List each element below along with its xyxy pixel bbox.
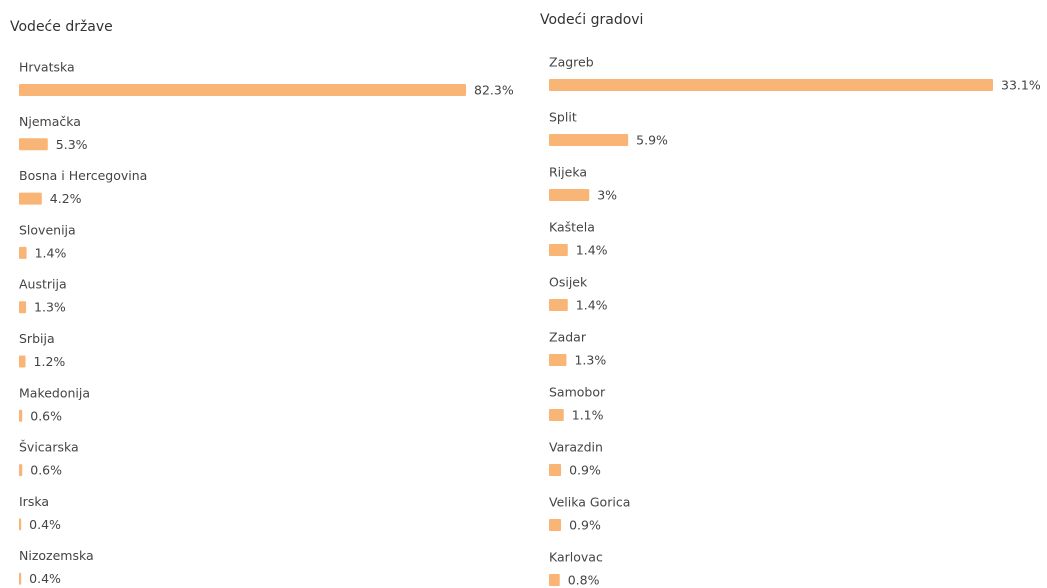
item-label: Zadar [549, 330, 587, 345]
bar [549, 299, 568, 311]
value-label: 0.9% [569, 518, 601, 533]
bar [19, 355, 26, 368]
item-label: Slovenija [19, 222, 76, 237]
bar [19, 246, 27, 259]
item-label: Kaštela [549, 220, 595, 235]
item-label: Split [549, 110, 577, 125]
value-label: 3% [597, 188, 617, 203]
bar [549, 464, 562, 476]
item-label: Austrija [19, 277, 67, 292]
item-label: Rijeka [549, 165, 587, 180]
item-label: Bosna i Hercegovina [19, 168, 147, 183]
bar [549, 354, 567, 366]
item-label: Osijek [549, 275, 588, 290]
item-label: Karlovac [549, 550, 603, 565]
value-label: 1.4% [576, 243, 608, 258]
value-label: 0.6% [30, 463, 62, 478]
value-label: 1.3% [34, 300, 66, 315]
bar [549, 79, 993, 91]
value-label: 0.4% [29, 517, 61, 532]
item-label: Makedonija [19, 385, 90, 400]
bar [549, 574, 560, 586]
chart-title: Vodeće države [10, 19, 113, 35]
value-label: 0.6% [30, 408, 62, 423]
bar [549, 134, 629, 146]
item-label: Njemačka [19, 114, 81, 129]
item-label: Irska [19, 494, 49, 509]
bar [19, 192, 42, 205]
item-label: Varazdin [549, 440, 603, 455]
bar [549, 409, 564, 421]
value-label: 82.3% [474, 83, 514, 98]
item-label: Nizozemska [19, 548, 94, 563]
value-label: 5.3% [56, 137, 88, 152]
value-label: 0.8% [568, 573, 600, 588]
bar [19, 464, 23, 477]
item-label: Švicarska [19, 440, 79, 455]
item-label: Velika Gorica [549, 495, 630, 510]
item-label: Zagreb [549, 55, 594, 70]
value-label: 1.3% [574, 353, 606, 368]
bar [19, 301, 27, 314]
bar [549, 519, 562, 531]
item-label: Samobor [549, 385, 606, 400]
value-label: 33.1% [1001, 78, 1041, 93]
value-label: 1.2% [34, 354, 66, 369]
bar [19, 409, 23, 422]
item-label: Srbija [19, 331, 55, 346]
value-label: 1.1% [572, 408, 604, 423]
item-label: Hrvatska [19, 60, 75, 75]
bar [19, 138, 48, 151]
value-label: 0.9% [569, 463, 601, 478]
bar [19, 572, 22, 585]
value-label: 0.4% [29, 571, 61, 586]
bar [549, 244, 568, 256]
value-label: 5.9% [636, 133, 668, 148]
chart-title: Vodeći gradovi [540, 12, 643, 28]
bar [549, 189, 590, 201]
bar [19, 518, 22, 531]
value-label: 1.4% [35, 245, 67, 260]
value-label: 4.2% [50, 191, 82, 206]
value-label: 1.4% [576, 298, 608, 313]
bar [19, 84, 466, 96]
